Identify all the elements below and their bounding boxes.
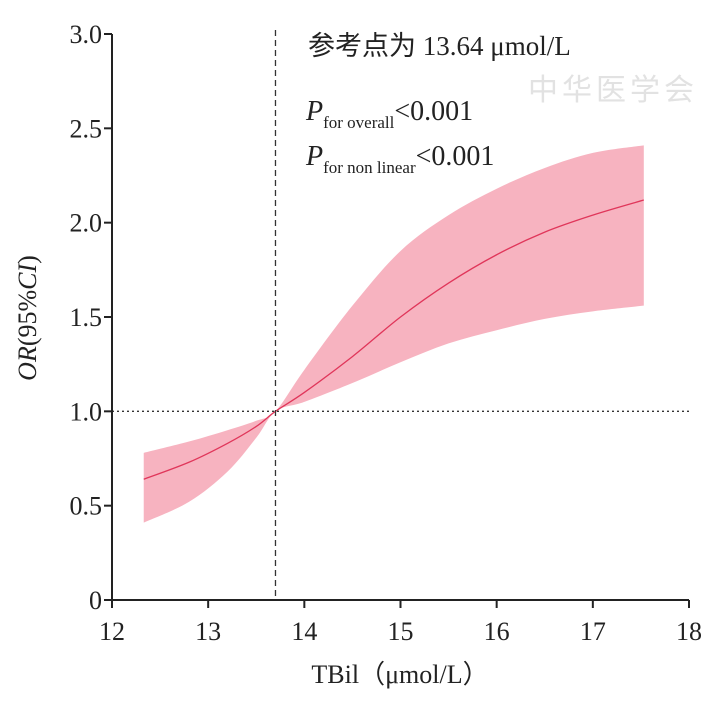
or-curve <box>143 199 644 480</box>
confidence-band <box>143 145 644 523</box>
x-tick-label: 17 <box>580 617 606 646</box>
x-tick-label: 15 <box>388 617 414 646</box>
x-tick-label: 13 <box>195 617 221 646</box>
x-tick-label: 16 <box>484 617 510 646</box>
x-axis-label: TBil（μmol/L） <box>311 660 488 689</box>
y-tick-label: 2.5 <box>70 114 103 143</box>
y-tick-label: 0 <box>89 586 102 615</box>
x-tick-label: 12 <box>99 617 125 646</box>
y-tick-label: 3.0 <box>70 20 103 49</box>
y-tick-label: 0.5 <box>70 492 103 521</box>
y-tick-label: 2.0 <box>70 209 103 238</box>
y-tick-label: 1.0 <box>70 397 103 426</box>
x-tick-label: 18 <box>676 617 702 646</box>
p-overall-annotation: Pfor overall<0.001 <box>305 96 473 132</box>
p-nonlinear-annotation: Pfor non linear<0.001 <box>305 141 494 177</box>
watermark: 中华医学会 <box>528 74 698 107</box>
x-tick-label: 14 <box>291 617 317 646</box>
y-axis-label: OR(95%CI) <box>13 255 42 381</box>
reference-annotation: 参考点为 13.64 μmol/L <box>308 31 571 61</box>
y-tick-label: 1.5 <box>70 303 103 332</box>
